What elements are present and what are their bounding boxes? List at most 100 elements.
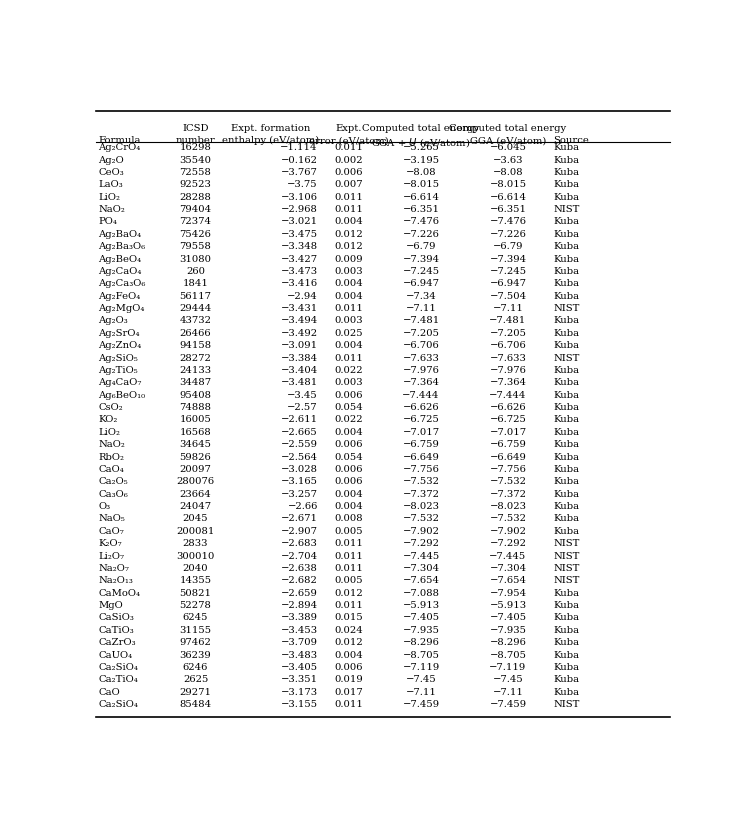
- Text: 0.006: 0.006: [334, 662, 363, 671]
- Text: Kuba: Kuba: [554, 143, 580, 152]
- Text: −2.665: −2.665: [281, 428, 318, 437]
- Text: Ag₂TiO₅: Ag₂TiO₅: [98, 365, 138, 374]
- Text: 0.011: 0.011: [334, 353, 363, 362]
- Text: Kuba: Kuba: [554, 341, 580, 350]
- Text: NIST: NIST: [554, 205, 580, 214]
- Text: NaO₅: NaO₅: [98, 514, 125, 523]
- Text: 0.004: 0.004: [334, 279, 363, 288]
- Text: Kuba: Kuba: [554, 403, 580, 411]
- Text: 300010: 300010: [177, 551, 215, 560]
- Text: 23664: 23664: [180, 489, 212, 498]
- Text: −6.725: −6.725: [402, 415, 440, 424]
- Text: −7.445: −7.445: [402, 551, 440, 560]
- Text: LiO₂: LiO₂: [98, 428, 120, 437]
- Text: Ag₂SrO₄: Ag₂SrO₄: [98, 328, 140, 337]
- Text: −2.671: −2.671: [280, 514, 318, 523]
- Text: 29444: 29444: [180, 304, 212, 313]
- Text: CeO₃: CeO₃: [98, 168, 124, 177]
- Text: −7.445: −7.445: [489, 551, 527, 560]
- Text: −7.532: −7.532: [402, 514, 440, 523]
- Text: 0.005: 0.005: [334, 576, 363, 585]
- Text: 0.011: 0.011: [334, 192, 363, 201]
- Text: −6.614: −6.614: [489, 192, 527, 201]
- Text: −7.364: −7.364: [489, 378, 527, 387]
- Text: −3.416: −3.416: [280, 279, 318, 288]
- Text: MgO: MgO: [98, 600, 123, 609]
- Text: CaO₄: CaO₄: [98, 464, 124, 473]
- Text: −2.683: −2.683: [281, 539, 318, 547]
- Text: −2.704: −2.704: [280, 551, 318, 560]
- Text: 94158: 94158: [180, 341, 212, 350]
- Text: Ca₂SiO₄: Ca₂SiO₄: [98, 662, 138, 671]
- Text: KO₂: KO₂: [98, 415, 117, 424]
- Text: 95408: 95408: [180, 390, 212, 399]
- Text: −7.481: −7.481: [489, 316, 527, 325]
- Text: −6.649: −6.649: [402, 452, 440, 461]
- Text: −3.389: −3.389: [280, 613, 318, 622]
- Text: −6.351: −6.351: [402, 205, 440, 214]
- Text: Kuba: Kuba: [554, 428, 580, 437]
- Text: −3.091: −3.091: [280, 341, 318, 350]
- Text: −2.659: −2.659: [281, 588, 318, 597]
- Text: −8.705: −8.705: [489, 649, 527, 658]
- Text: −7.088: −7.088: [402, 588, 440, 597]
- Text: Kuba: Kuba: [554, 613, 580, 622]
- Text: −3.173: −3.173: [280, 687, 318, 696]
- Text: 0.019: 0.019: [334, 675, 363, 684]
- Text: GGA + $\mathit{U}$ (eV/atom): GGA + $\mathit{U}$ (eV/atom): [371, 136, 470, 149]
- Text: 56117: 56117: [180, 292, 212, 301]
- Text: CaSiO₃: CaSiO₃: [98, 613, 134, 622]
- Text: NIST: NIST: [554, 539, 580, 547]
- Text: CaO₇: CaO₇: [98, 526, 124, 535]
- Text: −7.532: −7.532: [402, 477, 440, 486]
- Text: −7.532: −7.532: [489, 514, 527, 523]
- Text: Kuba: Kuba: [554, 365, 580, 374]
- Text: −2.57: −2.57: [287, 403, 318, 411]
- Text: 0.012: 0.012: [334, 637, 363, 646]
- Text: −3.427: −3.427: [280, 254, 318, 263]
- Text: −7.405: −7.405: [402, 613, 440, 622]
- Text: Ag₂BeO₄: Ag₂BeO₄: [98, 254, 141, 263]
- Text: Kuba: Kuba: [554, 254, 580, 263]
- Text: CaMoO₄: CaMoO₄: [98, 588, 140, 597]
- Text: −7.017: −7.017: [402, 428, 440, 437]
- Text: Kuba: Kuba: [554, 168, 580, 177]
- Text: 0.012: 0.012: [334, 242, 363, 251]
- Text: Ca₂SiO₄: Ca₂SiO₄: [98, 699, 138, 708]
- Text: −2.559: −2.559: [280, 440, 318, 449]
- Text: −7.11: −7.11: [492, 687, 524, 696]
- Text: Kuba: Kuba: [554, 279, 580, 288]
- Text: −6.706: −6.706: [402, 341, 439, 350]
- Text: NIST: NIST: [554, 304, 580, 313]
- Text: −3.75: −3.75: [287, 180, 318, 189]
- Text: −7.756: −7.756: [402, 464, 440, 473]
- Text: Kuba: Kuba: [554, 600, 580, 609]
- Text: −3.021: −3.021: [280, 217, 318, 226]
- Text: −7.34: −7.34: [405, 292, 436, 301]
- Text: 0.003: 0.003: [334, 266, 363, 275]
- Text: 0.054: 0.054: [334, 403, 363, 411]
- Text: 0.004: 0.004: [334, 341, 363, 350]
- Text: Source: Source: [554, 136, 589, 145]
- Text: −3.475: −3.475: [280, 229, 318, 238]
- Text: 0.015: 0.015: [334, 613, 363, 622]
- Text: −7.245: −7.245: [402, 266, 440, 275]
- Text: Expt. formation: Expt. formation: [231, 124, 310, 133]
- Text: −6.947: −6.947: [402, 279, 440, 288]
- Text: Ag₂Ba₃O₆: Ag₂Ba₃O₆: [98, 242, 145, 251]
- Text: −7.304: −7.304: [402, 563, 440, 572]
- Text: 0.003: 0.003: [334, 316, 363, 325]
- Text: 0.004: 0.004: [334, 489, 363, 498]
- Text: 36239: 36239: [180, 649, 212, 658]
- Text: 16568: 16568: [180, 428, 212, 437]
- Text: −7.45: −7.45: [405, 675, 436, 684]
- Text: Kuba: Kuba: [554, 180, 580, 189]
- Text: −7.364: −7.364: [402, 378, 440, 387]
- Text: 35540: 35540: [180, 156, 212, 165]
- Text: −7.45: −7.45: [493, 675, 524, 684]
- Text: −3.709: −3.709: [280, 637, 318, 646]
- Text: −2.968: −2.968: [281, 205, 318, 214]
- Text: −7.902: −7.902: [489, 526, 527, 535]
- Text: CaUO₄: CaUO₄: [98, 649, 132, 658]
- Text: −6.947: −6.947: [489, 279, 527, 288]
